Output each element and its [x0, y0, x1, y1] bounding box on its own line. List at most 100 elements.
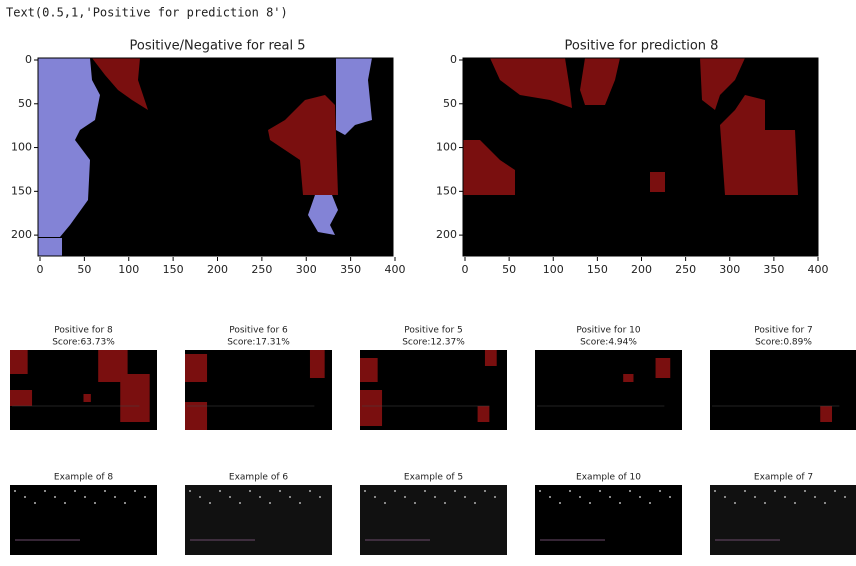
speck [209, 502, 211, 504]
speck [659, 490, 661, 492]
y-tick-label: 0 [450, 53, 457, 66]
speck [269, 502, 271, 504]
plot-score: Score:0.89% [755, 338, 812, 348]
x-tick-label: 400 [808, 263, 829, 276]
plot-title: Positive for 8 [54, 326, 113, 336]
speck [114, 496, 116, 498]
region [623, 374, 633, 382]
x-tick-label: 200 [207, 263, 228, 276]
x-tick-label: 150 [587, 263, 608, 276]
region [485, 350, 497, 366]
speck [569, 490, 571, 492]
speck [824, 502, 826, 504]
speck [309, 490, 311, 492]
speck [144, 496, 146, 498]
speck [559, 502, 561, 504]
region [310, 350, 325, 378]
speck [539, 490, 541, 492]
y-tick-label: 50 [18, 97, 32, 110]
speck [14, 490, 16, 492]
plot-title: Positive for 5 [404, 326, 463, 336]
region [185, 354, 207, 382]
image [185, 485, 332, 555]
region [478, 406, 490, 422]
speck [494, 496, 496, 498]
image [10, 485, 157, 555]
speck [34, 502, 36, 504]
x-tick-label: 300 [719, 263, 740, 276]
x-tick-label: 350 [763, 263, 784, 276]
speck [189, 490, 191, 492]
plot-score: Score:63.73% [52, 338, 115, 348]
speck [464, 496, 466, 498]
speck [199, 496, 201, 498]
speck [404, 496, 406, 498]
region [820, 406, 832, 422]
x-tick-label: 400 [385, 263, 406, 276]
plot-title: Example of 10 [576, 473, 641, 483]
speck [784, 496, 786, 498]
speck [804, 490, 806, 492]
speck [619, 502, 621, 504]
speck [84, 496, 86, 498]
x-tick-label: 100 [543, 263, 564, 276]
plot-score: Score:17.31% [227, 338, 290, 348]
speck [794, 502, 796, 504]
region [656, 358, 671, 378]
y-tick-label: 150 [436, 184, 457, 197]
speck [734, 502, 736, 504]
speck [219, 490, 221, 492]
speck [599, 490, 601, 492]
speck [764, 502, 766, 504]
x-tick-label: 50 [77, 263, 91, 276]
x-tick-label: 0 [462, 263, 469, 276]
speck [844, 496, 846, 498]
speck [724, 496, 726, 498]
speck [289, 496, 291, 498]
region [360, 358, 378, 382]
speck [364, 490, 366, 492]
image [360, 485, 507, 555]
speck [414, 502, 416, 504]
speck [44, 490, 46, 492]
output-text: Text(0.5,1,'Positive for prediction 8') [6, 6, 288, 20]
speck [259, 496, 261, 498]
notebook-output: Text(0.5,1,'Positive for prediction 8') … [0, 0, 856, 566]
region [10, 350, 28, 374]
plot-title: Example of 6 [229, 473, 288, 483]
region [84, 394, 91, 402]
speck [549, 496, 551, 498]
region [360, 390, 382, 426]
speck [104, 490, 106, 492]
speck [444, 502, 446, 504]
plot-title: Positive/Negative for real 5 [129, 39, 305, 54]
region [10, 390, 32, 406]
speck [484, 490, 486, 492]
speck [134, 490, 136, 492]
x-tick-label: 250 [251, 263, 272, 276]
speck [834, 490, 836, 492]
y-tick-label: 150 [11, 184, 32, 197]
plot-title: Positive for 10 [576, 326, 641, 336]
image [463, 58, 818, 256]
speck [649, 502, 651, 504]
speck [319, 496, 321, 498]
speck [64, 502, 66, 504]
speck [54, 496, 56, 498]
speck [374, 496, 376, 498]
y-tick-label: 100 [436, 141, 457, 154]
speck [299, 502, 301, 504]
plot-title: Example of 5 [404, 473, 463, 483]
x-tick-label: 50 [502, 263, 516, 276]
speck [609, 496, 611, 498]
y-tick-label: 0 [25, 53, 32, 66]
speck [279, 490, 281, 492]
y-tick-label: 50 [443, 97, 457, 110]
speck [639, 496, 641, 498]
image [38, 58, 393, 256]
image [535, 485, 682, 555]
speck [744, 490, 746, 492]
speck [579, 496, 581, 498]
plot-title: Positive for 6 [229, 326, 288, 336]
x-tick-label: 250 [675, 263, 696, 276]
